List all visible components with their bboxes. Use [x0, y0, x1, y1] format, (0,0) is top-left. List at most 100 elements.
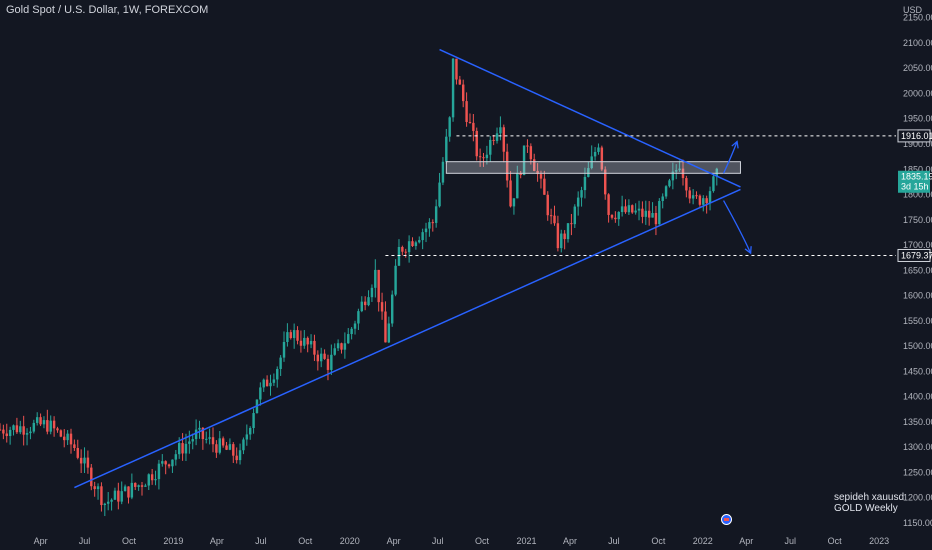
- current-price-label: 1835.19: [901, 172, 932, 182]
- candle-body: [15, 425, 19, 433]
- candle-body: [522, 145, 526, 176]
- candle-body: [401, 246, 404, 252]
- candle-body: [499, 127, 502, 134]
- candle-body: [19, 426, 22, 433]
- candle-body: [154, 479, 157, 481]
- candle-body: [441, 161, 445, 183]
- breakdown-arrow[interactable]: [722, 200, 752, 254]
- candle-body: [593, 151, 597, 157]
- time-axis[interactable]: Apr Jul Oct 2019 Apr Jul Oct 2020 Apr Jul Oct 2021 A…: [34, 536, 890, 546]
- candle-body: [587, 168, 590, 177]
- breakdown-arrow-head: [744, 246, 752, 255]
- candle-body: [330, 354, 333, 370]
- candle-body: [353, 323, 357, 329]
- candle-body: [184, 443, 188, 454]
- candles: [0, 57, 719, 517]
- price-tick-label: 1850.00: [903, 164, 932, 174]
- candle-body: [144, 485, 147, 487]
- candle-body: [32, 422, 36, 432]
- candle-body: [110, 499, 113, 502]
- candle-body: [536, 170, 539, 175]
- candle-body: [448, 117, 451, 137]
- candle-body: [161, 461, 164, 464]
- candle-body: [512, 198, 516, 207]
- candle-body: [198, 427, 201, 430]
- candle-body: [543, 178, 546, 195]
- candle-body: [238, 450, 242, 461]
- candle-body: [225, 445, 228, 450]
- candle-body: [228, 444, 232, 450]
- candle-body: [489, 139, 492, 155]
- price-tick-label: 2100.00: [903, 38, 932, 48]
- candle-body: [529, 146, 533, 160]
- level-price-label: 1679.37: [901, 250, 932, 260]
- candle-body: [651, 213, 654, 218]
- candle-body: [573, 206, 577, 225]
- drawings[interactable]: [74, 48, 896, 489]
- candle-body: [177, 443, 181, 455]
- level-price-label: 1916.01: [901, 131, 932, 141]
- candle-body: [140, 485, 144, 487]
- candle-body: [661, 196, 664, 202]
- candle-body: [248, 428, 252, 435]
- currency-label[interactable]: USD: [903, 5, 923, 15]
- candle-body: [492, 139, 495, 141]
- candle-body: [614, 217, 617, 220]
- price-tick-label: 1350.00: [903, 417, 932, 427]
- candle-body: [52, 420, 56, 429]
- candle-body: [296, 330, 299, 341]
- candle-body: [668, 180, 671, 187]
- candle-body: [90, 467, 93, 487]
- candle-body: [0, 429, 2, 431]
- candle-body: [570, 223, 573, 225]
- candle-body: [127, 486, 130, 498]
- candle-body: [641, 208, 644, 217]
- candle-body: [597, 147, 600, 152]
- candle-body: [333, 348, 336, 355]
- candle-body: [282, 341, 286, 358]
- time-tick-label: Apr: [34, 536, 48, 546]
- time-tick-label: Oct: [651, 536, 666, 546]
- candle-body: [438, 182, 441, 207]
- price-tick-label: 1150.00: [903, 518, 932, 528]
- candle-body: [461, 84, 465, 102]
- candle-body: [526, 145, 529, 147]
- candle-body: [624, 206, 627, 213]
- candle-body: [56, 428, 59, 431]
- level-price-tag: [897, 248, 931, 262]
- ascending-support-line[interactable]: [74, 188, 741, 489]
- candle-body: [306, 337, 309, 345]
- candle-body: [519, 173, 522, 176]
- price-tick-label: 1400.00: [903, 392, 932, 402]
- time-tick-label: Jul: [432, 536, 444, 546]
- candle-body: [691, 195, 695, 199]
- descending-resistance-line[interactable]: [439, 48, 741, 188]
- candle-body: [590, 156, 593, 169]
- price-tick-label: 2150.00: [903, 13, 932, 23]
- price-tick-label: 1450.00: [903, 366, 932, 376]
- candle-body: [553, 215, 556, 224]
- candle-body: [502, 127, 506, 152]
- candle-body: [272, 379, 276, 383]
- candle-body: [286, 332, 289, 342]
- candle-body: [702, 198, 705, 205]
- level-price-tag: [897, 129, 931, 143]
- candle-body: [211, 437, 215, 445]
- candle-body: [326, 358, 330, 370]
- candle-body: [675, 170, 678, 172]
- flag-icon[interactable]: [721, 514, 732, 525]
- candle-body: [458, 79, 462, 85]
- resistance-zone[interactable]: [445, 161, 741, 174]
- candle-body: [262, 379, 265, 388]
- symbol-title[interactable]: Gold Spot / U.S. Dollar, 1W, FOREXCOM: [6, 4, 209, 16]
- candle-body: [715, 168, 719, 177]
- candle-body: [516, 173, 519, 199]
- candle-body: [76, 448, 79, 458]
- breakout-up-arrow[interactable]: [722, 141, 738, 174]
- price-tick-label: 1750.00: [903, 215, 932, 225]
- candle-body: [25, 433, 29, 435]
- time-tick-label: Jul: [255, 536, 267, 546]
- candle-body: [431, 222, 435, 224]
- price-axis[interactable]: 1150.00 1200.00 1250.00 1300.00 1350.00 1400.…: [903, 13, 932, 528]
